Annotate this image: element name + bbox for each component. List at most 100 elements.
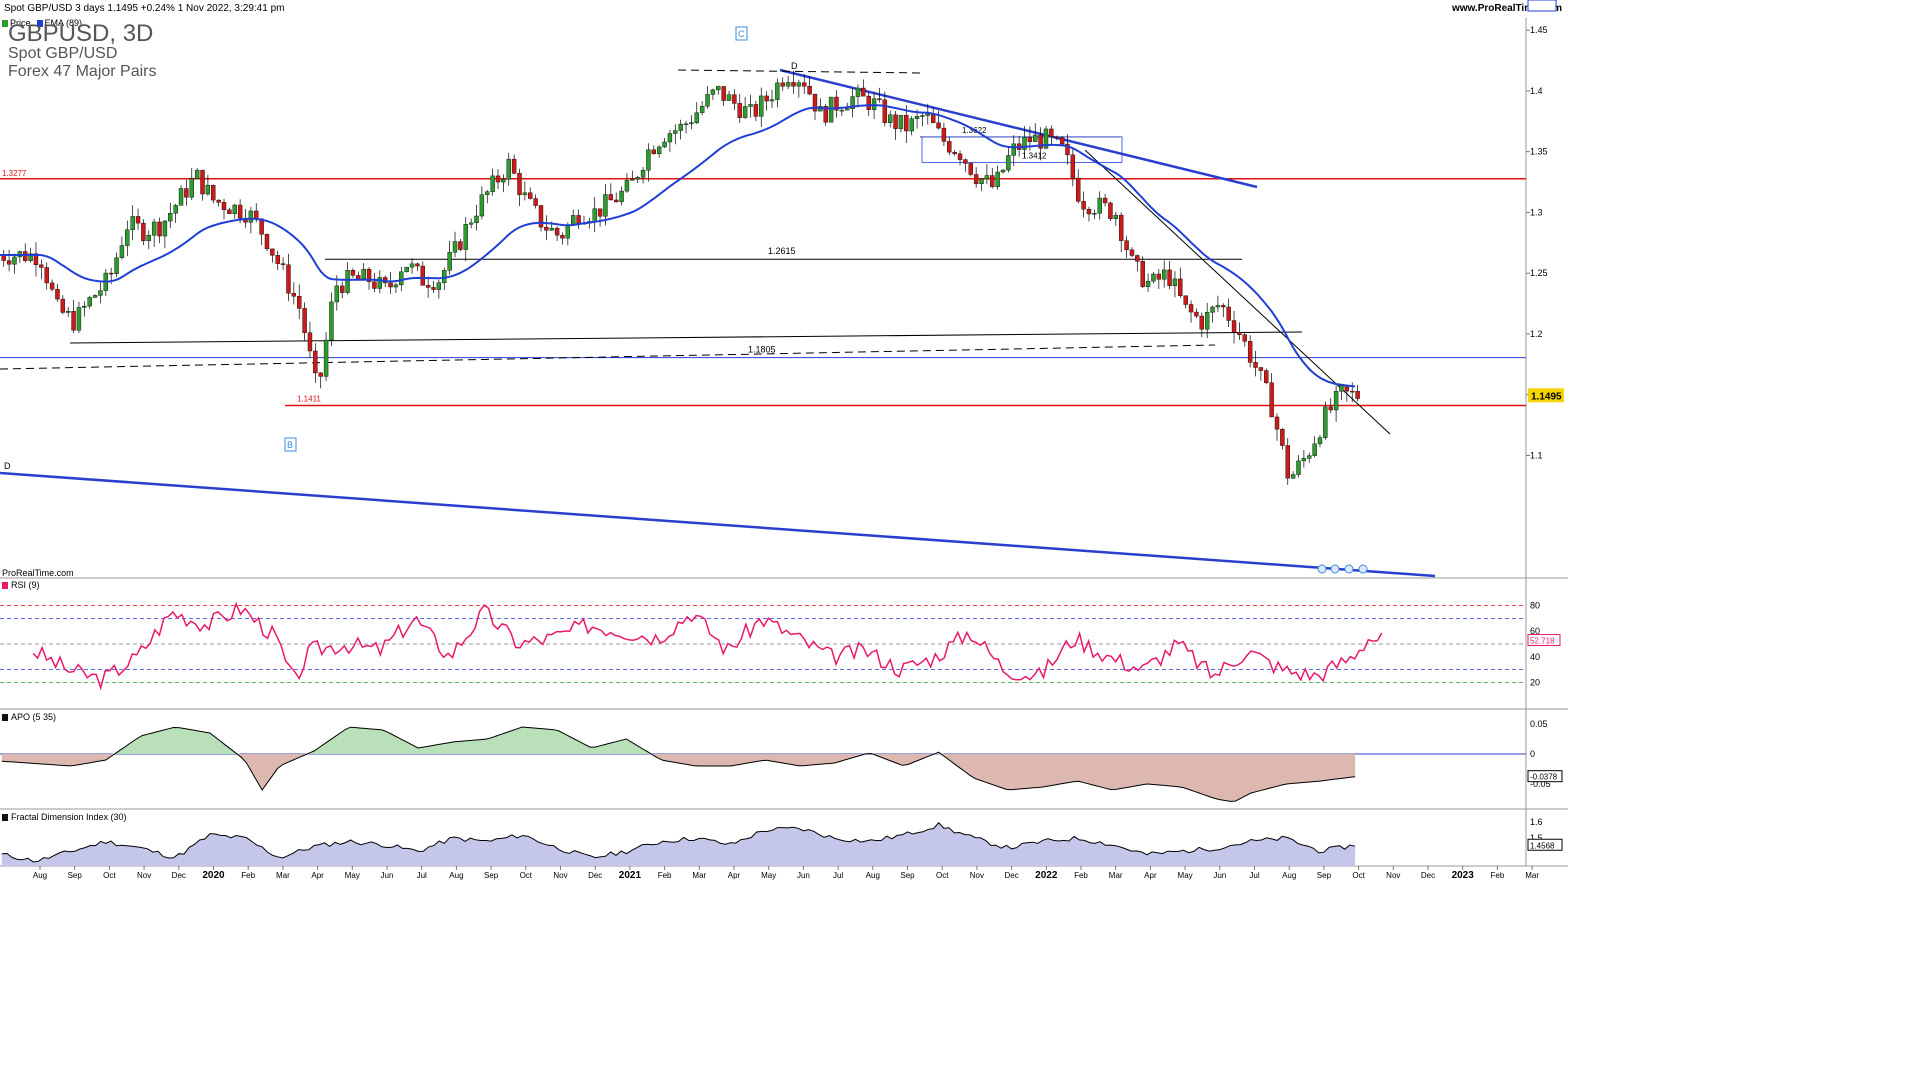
candle-body [1237,332,1242,335]
candle-body [259,218,264,235]
candle-body [533,198,538,206]
time-tick-label: May [1178,871,1193,880]
candle-body [683,123,689,126]
candle-body [189,178,194,198]
time-tick-label: Jul [833,871,843,880]
candle-body [1140,261,1145,287]
candle-body [613,199,619,203]
time-tick-label: Sep [68,871,83,880]
candle-body [119,245,125,258]
candle-body [802,82,807,87]
candle-body [66,311,71,313]
time-tick-label: Dec [172,871,186,880]
legend-item-price[interactable]: Price [2,18,31,28]
time-tick-label: 2021 [619,870,642,881]
candle-body [1247,341,1253,363]
candle-body [947,141,952,153]
candle-body [275,255,280,264]
candle-body [952,151,957,155]
candle-body [893,114,898,129]
candle-body [796,82,802,87]
candle-body [28,253,33,261]
candle-body [812,93,818,112]
fdi-panel-title[interactable]: Fractal Dimension Index (30) [2,812,127,822]
candle-body [307,332,313,352]
candle-body [753,104,759,117]
candle-body [1280,428,1285,446]
candle-body [157,221,162,237]
fdi-value-label: 1.4568 [1530,841,1555,850]
candle-body [721,86,726,101]
candle-body [399,271,404,286]
wave-label-b-box [284,437,297,452]
rsi-tick-label: 40 [1530,652,1540,662]
candle-body [33,253,39,266]
apo-line [1,726,1356,802]
rsi-panel-title[interactable]: RSI (9) [2,580,40,590]
upper-resistance-trendline [779,68,1258,189]
candle-body [914,116,920,119]
level-label-1-2615: 1.2615 [768,246,796,256]
time-tick-label: Sep [1317,871,1332,880]
candle-body [1161,269,1167,280]
candle-body [511,158,517,174]
price-tick-label: 1.4 [1530,86,1543,96]
candle-body [425,285,431,288]
candle-body [1043,128,1049,149]
candle-body [485,191,490,195]
time-tick-label: Mar [692,871,706,880]
candle-body [458,241,463,250]
candle-body [1027,136,1033,142]
time-tick-label: Aug [449,871,463,880]
apo-panel-title[interactable]: APO (5 35) [2,712,57,722]
candle-body [1194,311,1199,317]
candle-body [1119,214,1124,241]
candle-body [280,263,286,265]
wave-marker-icon-3 [1358,564,1368,574]
candle-body [742,106,748,118]
candle-body [313,350,318,374]
candle-body [1049,128,1054,138]
time-tick-label: Oct [1352,871,1365,880]
descending-trendline [1084,149,1391,435]
candle-body [1231,320,1237,333]
candle-body [1054,136,1059,139]
candle-body [651,149,657,154]
site-link[interactable]: www.ProRealTime.com [1451,3,1562,14]
candle-body [517,173,522,196]
candle-body [603,194,608,217]
candle-body [1301,458,1307,462]
candle-body [1092,213,1097,215]
candle-body [646,149,651,171]
level-label-1-3412: 1.3412 [1022,151,1047,160]
ema-swatch-icon [36,20,43,28]
candle-body [297,296,302,309]
price-tick-label: 1.35 [1530,147,1548,157]
candle-body [6,260,12,265]
price-tick-label: 1.2 [1530,329,1543,339]
candle-body [1188,304,1194,313]
time-tick-label: Feb [1491,871,1505,880]
candle-body [608,194,614,201]
candle-body [329,301,334,341]
price-chart-area[interactable]: 1.1 1.2 1.25 1.3 1.35 1.4 1.45 1.3277 1.1805 1.14… [0,0,1568,882]
time-tick-label: 2020 [202,870,225,881]
candle-body [1097,197,1102,214]
time-tick-label: Mar [1525,871,1539,880]
candle-body [1156,273,1162,280]
candle-body [76,307,82,331]
price-tick-label: 1.3 [1530,207,1543,217]
candle-body [479,194,485,217]
time-tick-label: Aug [33,871,47,880]
candle-body [178,188,184,206]
candle-body [549,227,554,231]
wave-marker-icon-2 [1344,564,1354,574]
candle-body [748,104,753,107]
time-tick-label: Oct [936,871,949,880]
legend-item-ema[interactable]: EMA (89) [36,18,82,28]
candle-body [920,115,925,117]
apo-tick-label: 0 [1530,749,1535,759]
candle-body [592,208,597,222]
candle-body [1269,382,1274,418]
fdi-area [1,822,1356,866]
